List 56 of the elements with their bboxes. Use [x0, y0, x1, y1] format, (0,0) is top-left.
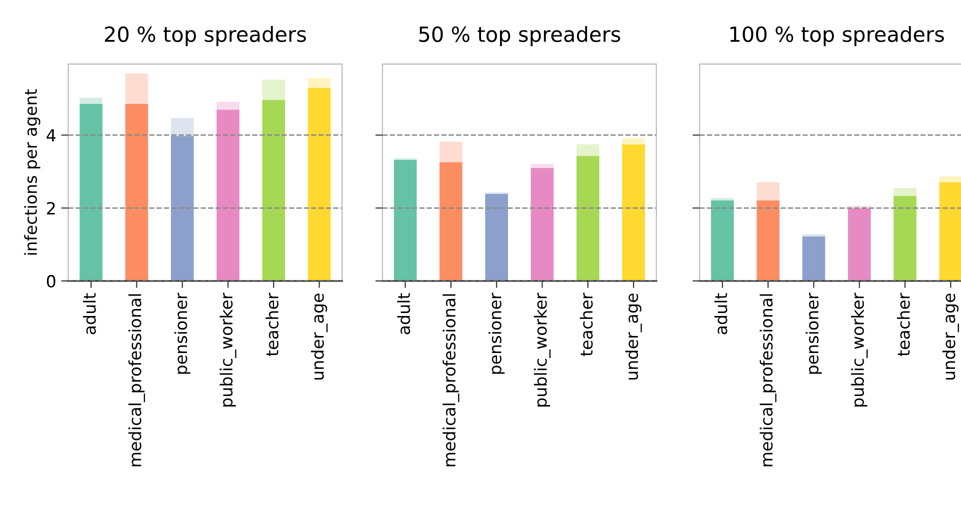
- bar: [576, 144, 600, 156]
- x-tick-label: pensioner: [488, 292, 505, 374]
- bar: [394, 160, 417, 281]
- x-tick-label: under_age: [625, 294, 642, 380]
- bar: [125, 104, 148, 281]
- x-tick-label: teacher: [580, 292, 593, 356]
- x-tick-label: public_worker: [534, 292, 551, 407]
- chart-title: 100 % top spreaders: [730, 26, 944, 46]
- bar: [125, 73, 148, 104]
- bar: [576, 156, 600, 281]
- bar: [170, 118, 194, 136]
- bar: [262, 100, 286, 281]
- x-tick-label: adult: [714, 293, 728, 334]
- bar: [756, 200, 780, 281]
- x-tick-label: adult: [397, 293, 410, 334]
- bar: [894, 196, 916, 281]
- bar: [622, 138, 645, 144]
- x-tick-label: adult: [82, 293, 96, 334]
- x-tick-label: medical_professional: [442, 294, 460, 466]
- y-tick-label: 2: [47, 202, 55, 214]
- bar: [530, 168, 554, 281]
- x-tick-label: public_worker: [220, 292, 236, 407]
- bar: [80, 98, 102, 104]
- bar: [80, 104, 102, 281]
- bar: [216, 110, 240, 281]
- bar: [485, 194, 508, 281]
- bar: [262, 80, 286, 100]
- y-tick-label: 4: [46, 129, 56, 142]
- bar: [802, 236, 826, 281]
- bar: [756, 182, 780, 200]
- x-tick-label: medical_professional: [128, 294, 145, 466]
- bar: [530, 164, 554, 168]
- x-tick-label: pensioner: [174, 292, 190, 374]
- x-tick-label: under_age: [310, 294, 328, 380]
- bar: [848, 208, 871, 281]
- y-axis-title: infections per agent: [24, 89, 40, 255]
- bar: [308, 78, 331, 88]
- y-tick-label: 0: [46, 274, 56, 288]
- x-tick-label: medical_professional: [760, 294, 776, 466]
- chart-title: 50 % top spreaders: [419, 26, 620, 46]
- bar: [711, 200, 734, 281]
- x-tick-label: teacher: [896, 292, 910, 356]
- bar: [622, 144, 645, 281]
- x-tick-label: under_age: [942, 294, 959, 380]
- bar: [939, 176, 961, 182]
- x-tick-label: public_worker: [851, 292, 868, 407]
- bar: [894, 188, 916, 196]
- x-tick-label: teacher: [266, 292, 278, 356]
- bar: [440, 142, 462, 162]
- x-tick-label: pensioner: [806, 292, 822, 374]
- chart-title: 20 % top spreaders: [104, 26, 306, 46]
- bar: [308, 88, 331, 281]
- bar: [170, 136, 194, 281]
- bar: [939, 182, 961, 281]
- bar: [440, 162, 462, 281]
- bar: [216, 102, 240, 110]
